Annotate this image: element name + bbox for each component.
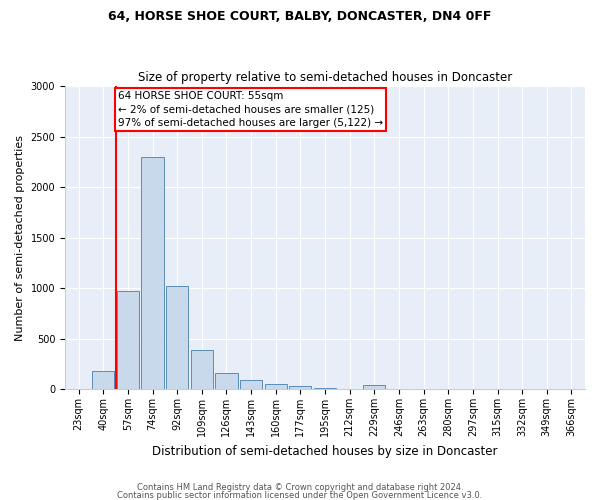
- Bar: [289, 386, 311, 389]
- Bar: [191, 350, 213, 389]
- Bar: [117, 290, 139, 389]
- Text: 64, HORSE SHOE COURT, BALBY, DONCASTER, DN4 0FF: 64, HORSE SHOE COURT, BALBY, DONCASTER, …: [109, 10, 491, 23]
- Text: Contains HM Land Registry data © Crown copyright and database right 2024.: Contains HM Land Registry data © Crown c…: [137, 484, 463, 492]
- Y-axis label: Number of semi-detached properties: Number of semi-detached properties: [15, 134, 25, 340]
- Bar: [363, 384, 385, 389]
- Bar: [314, 388, 336, 389]
- Bar: [240, 380, 262, 389]
- Bar: [92, 372, 115, 389]
- Title: Size of property relative to semi-detached houses in Doncaster: Size of property relative to semi-detach…: [138, 70, 512, 84]
- Bar: [166, 286, 188, 389]
- Bar: [265, 384, 287, 389]
- Bar: [338, 388, 361, 389]
- Text: Contains public sector information licensed under the Open Government Licence v3: Contains public sector information licen…: [118, 490, 482, 500]
- Text: 64 HORSE SHOE COURT: 55sqm
← 2% of semi-detached houses are smaller (125)
97% of: 64 HORSE SHOE COURT: 55sqm ← 2% of semi-…: [118, 91, 383, 128]
- X-axis label: Distribution of semi-detached houses by size in Doncaster: Distribution of semi-detached houses by …: [152, 444, 498, 458]
- Bar: [215, 373, 238, 389]
- Bar: [142, 157, 164, 389]
